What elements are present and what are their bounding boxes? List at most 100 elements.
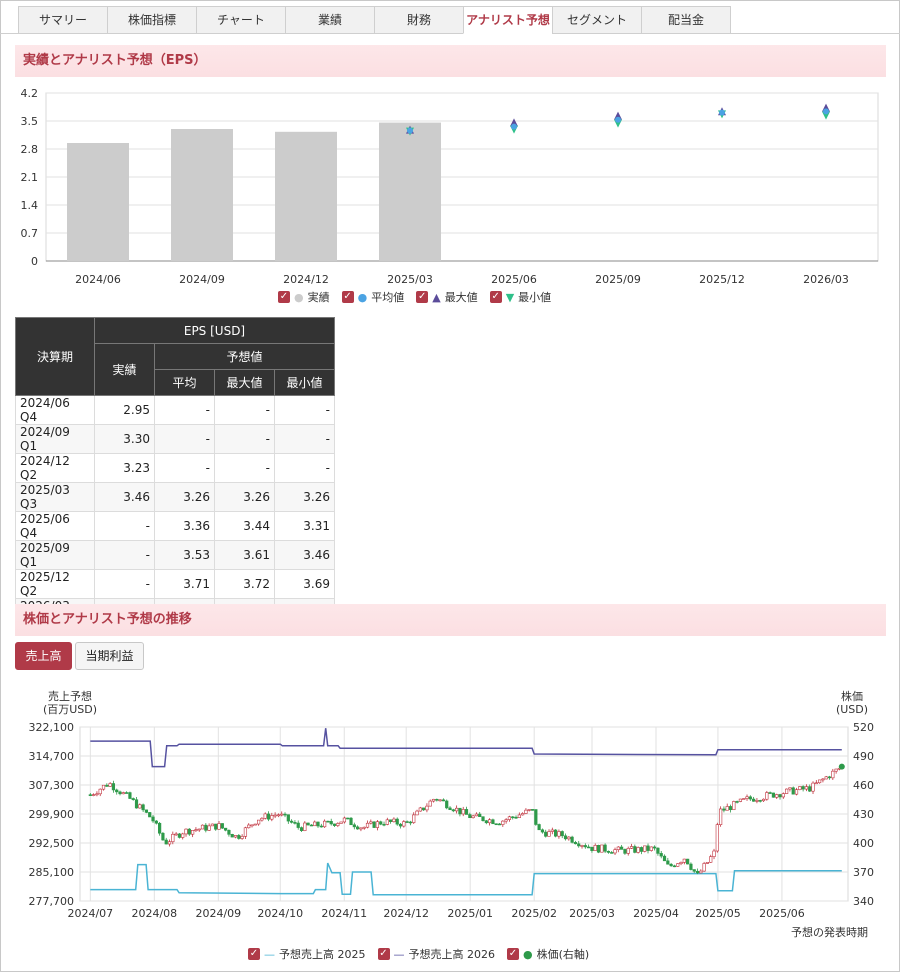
candle-body[interactable] (583, 845, 587, 848)
tab-7[interactable]: 配当金 (641, 6, 731, 34)
candle-body[interactable] (441, 799, 446, 802)
candle-body[interactable] (164, 839, 168, 845)
sales-2026-line[interactable] (90, 728, 842, 768)
candle-body[interactable] (626, 848, 630, 854)
candle-body[interactable] (349, 817, 353, 826)
candle-body[interactable] (167, 841, 172, 845)
candle-body[interactable] (408, 821, 413, 824)
candle-body[interactable] (484, 820, 488, 824)
candle-body[interactable] (197, 828, 201, 831)
candle-body[interactable] (471, 815, 475, 819)
candle-body[interactable] (831, 770, 835, 779)
candle-body[interactable] (821, 778, 825, 781)
candle-body[interactable] (105, 784, 109, 787)
candle-body[interactable] (636, 847, 640, 853)
candle-body[interactable] (590, 846, 594, 851)
candle-body[interactable] (521, 813, 525, 816)
checkbox-icon[interactable]: ✓ (416, 291, 429, 303)
candle-body[interactable] (682, 858, 686, 863)
legend-actual[interactable]: ✓ ● 実績 (278, 289, 330, 305)
candle-body[interactable] (464, 809, 469, 815)
candle-body[interactable] (768, 792, 772, 794)
candle-body[interactable] (336, 823, 340, 826)
candle-body[interactable] (161, 832, 165, 841)
candle-body[interactable] (834, 768, 838, 772)
candle-body[interactable] (210, 823, 215, 827)
candle-body[interactable] (138, 804, 142, 809)
candle-body[interactable] (451, 809, 455, 812)
avg-marker[interactable] (823, 108, 829, 115)
legend-max[interactable]: ✓ ▲ 最大値 (416, 289, 478, 305)
candle-body[interactable] (560, 831, 564, 837)
eps-bar[interactable] (171, 129, 233, 261)
candle-body[interactable] (303, 822, 307, 831)
candle-body[interactable] (329, 821, 333, 825)
candle-body[interactable] (778, 794, 782, 798)
avg-marker[interactable] (719, 109, 725, 116)
tab-5[interactable]: アナリスト予想 (463, 6, 553, 34)
candle-body[interactable] (722, 808, 726, 811)
candle-body[interactable] (250, 824, 254, 827)
candle-body[interactable] (593, 845, 597, 851)
candle-body[interactable] (187, 828, 191, 835)
candle-body[interactable] (217, 823, 221, 830)
candle-body[interactable] (111, 783, 116, 791)
candle-body[interactable] (207, 825, 211, 831)
candle-body[interactable] (755, 800, 759, 802)
legend-sales-2025[interactable]: ✓ — 予想売上高 2025 (248, 946, 366, 962)
candle-body[interactable] (458, 807, 462, 815)
candle-body[interactable] (491, 819, 495, 825)
eps-bar[interactable] (379, 122, 441, 261)
candle-body[interactable] (101, 784, 106, 790)
candle-body[interactable] (88, 794, 92, 796)
candle-body[interactable] (276, 814, 281, 817)
candle-body[interactable] (435, 798, 439, 801)
candle-body[interactable] (412, 814, 416, 823)
tab-6[interactable]: セグメント (552, 6, 642, 34)
candle-body[interactable] (530, 809, 535, 811)
candle-body[interactable] (299, 827, 304, 831)
candle-body[interactable] (715, 824, 719, 852)
candle-body[interactable] (191, 830, 195, 835)
candle-body[interactable] (501, 820, 505, 825)
candle-body[interactable] (92, 794, 96, 796)
candle-body[interactable] (323, 820, 327, 828)
candle-body[interactable] (511, 816, 515, 819)
candle-body[interactable] (260, 817, 264, 821)
checkbox-icon[interactable]: ✓ (377, 948, 390, 960)
candle-body[interactable] (445, 800, 449, 809)
candle-body[interactable] (544, 831, 548, 837)
candle-body[interactable] (309, 824, 314, 827)
candle-body[interactable] (709, 856, 713, 863)
candle-body[interactable] (554, 829, 558, 837)
avg-marker[interactable] (615, 116, 621, 123)
candle-body[interactable] (573, 842, 578, 845)
candle-body[interactable] (587, 846, 591, 849)
candle-body[interactable] (158, 822, 162, 834)
price-last-marker[interactable] (838, 763, 845, 770)
candle-body[interactable] (415, 810, 419, 816)
candle-body[interactable] (375, 821, 380, 828)
candle-body[interactable] (550, 829, 554, 832)
candle-body[interactable] (596, 845, 601, 853)
candle-body[interactable] (273, 814, 277, 817)
candle-body[interactable] (306, 822, 310, 826)
candle-body[interactable] (613, 849, 617, 854)
candle-body[interactable] (808, 786, 812, 792)
candle-body[interactable] (342, 817, 347, 823)
candle-body[interactable] (567, 836, 571, 840)
candle-body[interactable] (798, 786, 802, 790)
sales-button[interactable]: 売上高 (15, 642, 72, 670)
candle-body[interactable] (785, 788, 789, 794)
candle-body[interactable] (646, 845, 650, 851)
candle-body[interactable] (692, 869, 696, 872)
candle-body[interactable] (610, 852, 614, 854)
candle-body[interactable] (319, 825, 323, 828)
candle-body[interactable] (141, 804, 145, 811)
candle-body[interactable] (639, 847, 644, 852)
candle-body[interactable] (98, 788, 102, 795)
legend-avg[interactable]: ✓ ● 平均値 (341, 289, 404, 305)
candle-body[interactable] (712, 850, 716, 857)
candle-body[interactable] (266, 813, 271, 820)
candle-body[interactable] (200, 824, 205, 830)
